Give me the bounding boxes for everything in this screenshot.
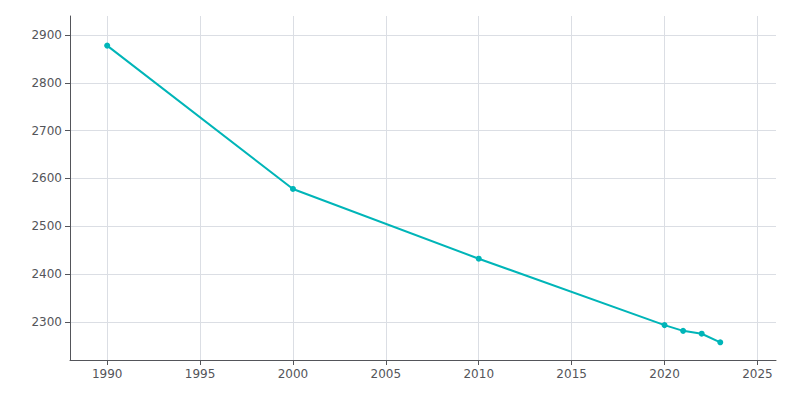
svg-text:2800: 2800 [31, 76, 62, 90]
svg-text:2005: 2005 [371, 367, 402, 381]
svg-text:2900: 2900 [31, 28, 62, 42]
svg-text:2015: 2015 [556, 367, 587, 381]
svg-text:1995: 1995 [185, 367, 216, 381]
svg-text:2020: 2020 [649, 367, 680, 381]
svg-text:2300: 2300 [31, 315, 62, 329]
svg-text:2000: 2000 [278, 367, 309, 381]
svg-text:2400: 2400 [31, 267, 62, 281]
svg-text:1990: 1990 [92, 367, 123, 381]
svg-text:2700: 2700 [31, 124, 62, 138]
svg-text:2010: 2010 [463, 367, 494, 381]
svg-text:2600: 2600 [31, 171, 62, 185]
svg-text:2500: 2500 [31, 219, 62, 233]
svg-text:2025: 2025 [742, 367, 773, 381]
